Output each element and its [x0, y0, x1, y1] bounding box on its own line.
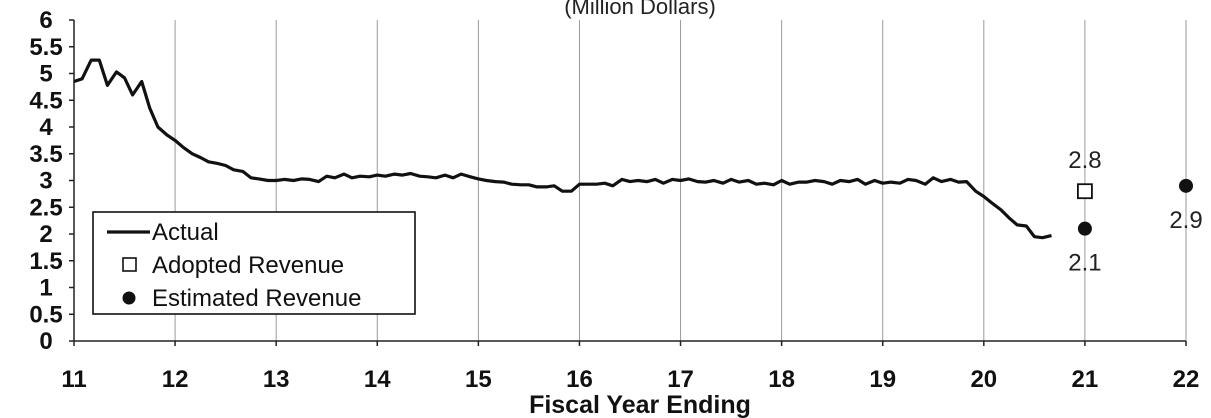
x-tick-label: 22 [1173, 366, 1200, 393]
legend-box [92, 211, 416, 315]
x-tick-label: 18 [768, 366, 795, 393]
x-tick-label: 19 [869, 366, 896, 393]
x-tick-label: 20 [970, 366, 997, 393]
y-tick-label: 4.5 [29, 87, 62, 114]
y-tick-label: 0 [39, 328, 52, 355]
x-tick-label: 11 [61, 366, 86, 393]
y-tick-label: 5 [39, 61, 52, 88]
y-tick-label: 3.5 [29, 141, 62, 168]
x-tick-label: 17 [667, 366, 694, 393]
point-estimated-revenue [1179, 178, 1193, 193]
x-tick-label: 12 [162, 366, 189, 393]
legend-label: Estimated Revenue [152, 285, 361, 312]
series: 2.8 2.1 2.9 [73, 58, 1203, 277]
y-tick-label: 6 [39, 7, 52, 34]
legend-square-icon [122, 257, 137, 272]
x-axis-ticks: 11 12 13 14 15 16 17 18 19 20 21 22 [61, 341, 1199, 393]
x-tick-label: 16 [566, 366, 593, 393]
y-tick-label: 0.5 [29, 301, 62, 328]
y-tick-label: 4 [39, 114, 53, 141]
y-tick-label: 5.5 [29, 34, 62, 61]
y-tick-label: 1.5 [29, 248, 62, 275]
series-line-actual [73, 58, 1052, 240]
data-label-estimated: 2.1 [1068, 250, 1101, 277]
point-estimated-revenue [1077, 221, 1092, 236]
legend: Actual Adopted Revenue Estimated Revenue [92, 211, 416, 315]
x-tick-label: 15 [465, 366, 492, 393]
legend-label: Actual [152, 219, 219, 246]
y-tick-label: 2.5 [29, 194, 62, 221]
x-tick-label: 13 [263, 366, 290, 393]
legend-circle-icon [122, 291, 136, 305]
y-tick-label: 3 [39, 168, 52, 195]
x-tick-label: 21 [1072, 366, 1099, 393]
data-label-estimated: 2.9 [1169, 207, 1202, 234]
data-label-adopted: 2.8 [1068, 147, 1101, 174]
y-axis-ticks: 00.511.522.533.544.555.56 [29, 7, 74, 355]
point-adopted-revenue [1077, 183, 1093, 200]
x-tick-label: 14 [364, 366, 391, 393]
y-tick-label: 1 [39, 275, 52, 302]
y-tick-label: 2 [39, 221, 52, 248]
x-axis-label: Fiscal Year Ending [529, 391, 751, 418]
chart-subtitle: (Million Dollars) [564, 0, 716, 19]
legend-label: Adopted Revenue [152, 252, 344, 279]
